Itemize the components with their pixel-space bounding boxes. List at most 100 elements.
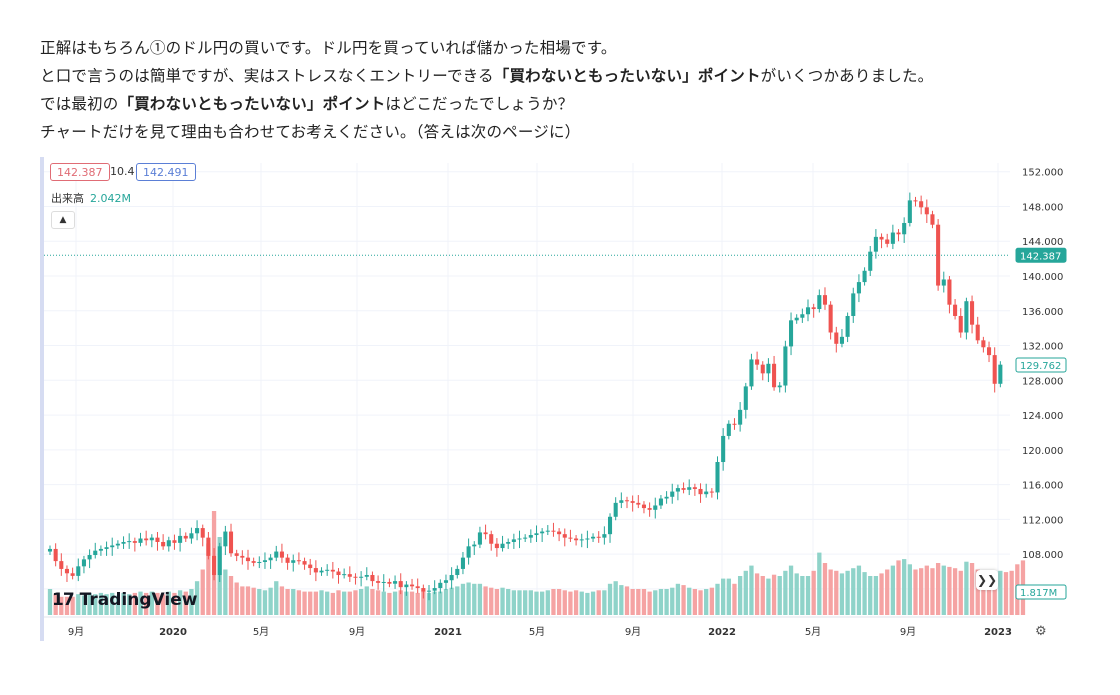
volume-bar xyxy=(998,570,1003,615)
candle-body xyxy=(291,560,296,563)
buy-price-badge[interactable]: 142.491 xyxy=(136,163,196,181)
candle-body xyxy=(557,531,562,535)
candle-body xyxy=(998,364,1003,384)
volume-bar xyxy=(93,594,98,615)
y-tick-label: 132.000 xyxy=(1022,342,1063,353)
candle-body xyxy=(692,487,697,489)
candle-body xyxy=(115,543,120,546)
chart-canvas[interactable]: 152.000 148.000 144.000 140.000 136.000 132.0… xyxy=(40,157,1070,641)
volume-bar xyxy=(534,591,539,615)
volume-bar xyxy=(800,576,805,615)
candle-body xyxy=(953,304,958,316)
volume-bar xyxy=(619,585,624,615)
volume-bar xyxy=(144,592,149,615)
volume-bar xyxy=(392,591,398,615)
candle-body xyxy=(664,496,669,499)
candle-body xyxy=(709,491,714,493)
candle-body xyxy=(687,487,692,490)
spread-value: 10.4 xyxy=(110,165,135,178)
volume-bar xyxy=(890,565,896,615)
candle-body xyxy=(630,501,635,503)
volume-bar xyxy=(387,592,392,615)
volume-bar xyxy=(1009,570,1014,615)
candle-body xyxy=(421,588,426,592)
volume-bar xyxy=(636,589,641,615)
candle-body xyxy=(223,531,228,547)
volume-bar xyxy=(924,565,929,615)
x-tick-label: 9月 xyxy=(68,626,84,638)
candle-body xyxy=(228,531,234,554)
volume-bar xyxy=(262,590,268,615)
volume-bar xyxy=(228,576,234,615)
volume-bar xyxy=(805,576,811,615)
volume-bar xyxy=(302,591,307,615)
candle-body xyxy=(528,535,533,538)
volume-bar xyxy=(958,570,963,615)
volume-bar xyxy=(409,591,415,615)
candle-body xyxy=(81,559,86,567)
candlestick-chart[interactable]: 152.000 148.000 144.000 140.000 136.000 132.0… xyxy=(40,157,1070,641)
candle-body xyxy=(149,537,154,541)
candle-body xyxy=(47,548,53,552)
candle-body xyxy=(70,573,75,576)
candle-body xyxy=(330,569,335,572)
scroll-to-realtime-button[interactable]: ❯❯ xyxy=(976,570,998,590)
volume-bar xyxy=(155,592,160,615)
candle-body xyxy=(200,528,205,538)
candle-body xyxy=(743,386,748,410)
volume-bar xyxy=(172,592,177,615)
candle-body xyxy=(364,575,369,577)
volume-bar xyxy=(438,591,443,615)
candle-body xyxy=(794,317,799,321)
volume-bar xyxy=(511,590,517,615)
gear-icon[interactable]: ⚙ xyxy=(1035,624,1047,639)
intro-line-2-pre: と口で言うのは簡単ですが、実はストレスなくエントリーできる xyxy=(40,67,494,85)
candle-body xyxy=(183,535,188,539)
candle-body xyxy=(540,531,545,534)
volume-bar xyxy=(313,591,319,615)
candle-body xyxy=(455,568,460,576)
volume-bar xyxy=(132,592,138,615)
candle-body xyxy=(607,516,613,535)
y-tick-label: 140.000 xyxy=(1022,272,1063,283)
volume-bar xyxy=(851,568,856,615)
volume-bar xyxy=(749,565,754,615)
volume-bar xyxy=(421,590,426,615)
chevron-up-icon[interactable]: ▲ xyxy=(51,211,75,229)
candle-body xyxy=(845,315,850,337)
volume-bar xyxy=(110,592,115,615)
candle-body xyxy=(87,555,92,560)
volume-bar xyxy=(415,592,420,615)
candle-body xyxy=(902,222,907,235)
candle-body xyxy=(477,532,482,545)
candle-body xyxy=(313,568,318,573)
volume-bar xyxy=(523,590,528,615)
candle-body xyxy=(919,201,924,208)
candle-body xyxy=(822,295,828,305)
volume-bar xyxy=(573,590,579,615)
candle-body xyxy=(624,500,630,502)
volume-bar xyxy=(285,589,290,615)
candle-body xyxy=(262,560,267,562)
volume-bar xyxy=(913,569,918,615)
intro-line-3: では最初の「買わないともったいない」ポイントはどこだったでしょうか？ xyxy=(40,90,1100,118)
volume-bar xyxy=(443,589,449,615)
y-tick-label: 144.000 xyxy=(1022,237,1063,248)
y-tick-label: 112.000 xyxy=(1022,515,1063,526)
y-tick-label: 108.000 xyxy=(1022,550,1063,561)
y-tick-label: 136.000 xyxy=(1022,307,1063,318)
candle-body xyxy=(432,588,437,591)
volume-bar xyxy=(930,568,935,615)
tradingview-mark-icon: 17 xyxy=(52,590,75,610)
sell-price-badge[interactable]: 142.387 xyxy=(50,163,110,181)
volume-bar xyxy=(500,587,505,615)
candle-body xyxy=(681,488,686,490)
volume-bar xyxy=(918,568,924,615)
candle-body xyxy=(885,239,890,244)
volume-bar xyxy=(426,592,432,615)
volume-bar xyxy=(245,586,251,615)
volume-bar xyxy=(494,589,500,615)
candle-body xyxy=(879,236,884,240)
candle-body xyxy=(726,423,731,436)
volume-bar xyxy=(596,590,601,615)
